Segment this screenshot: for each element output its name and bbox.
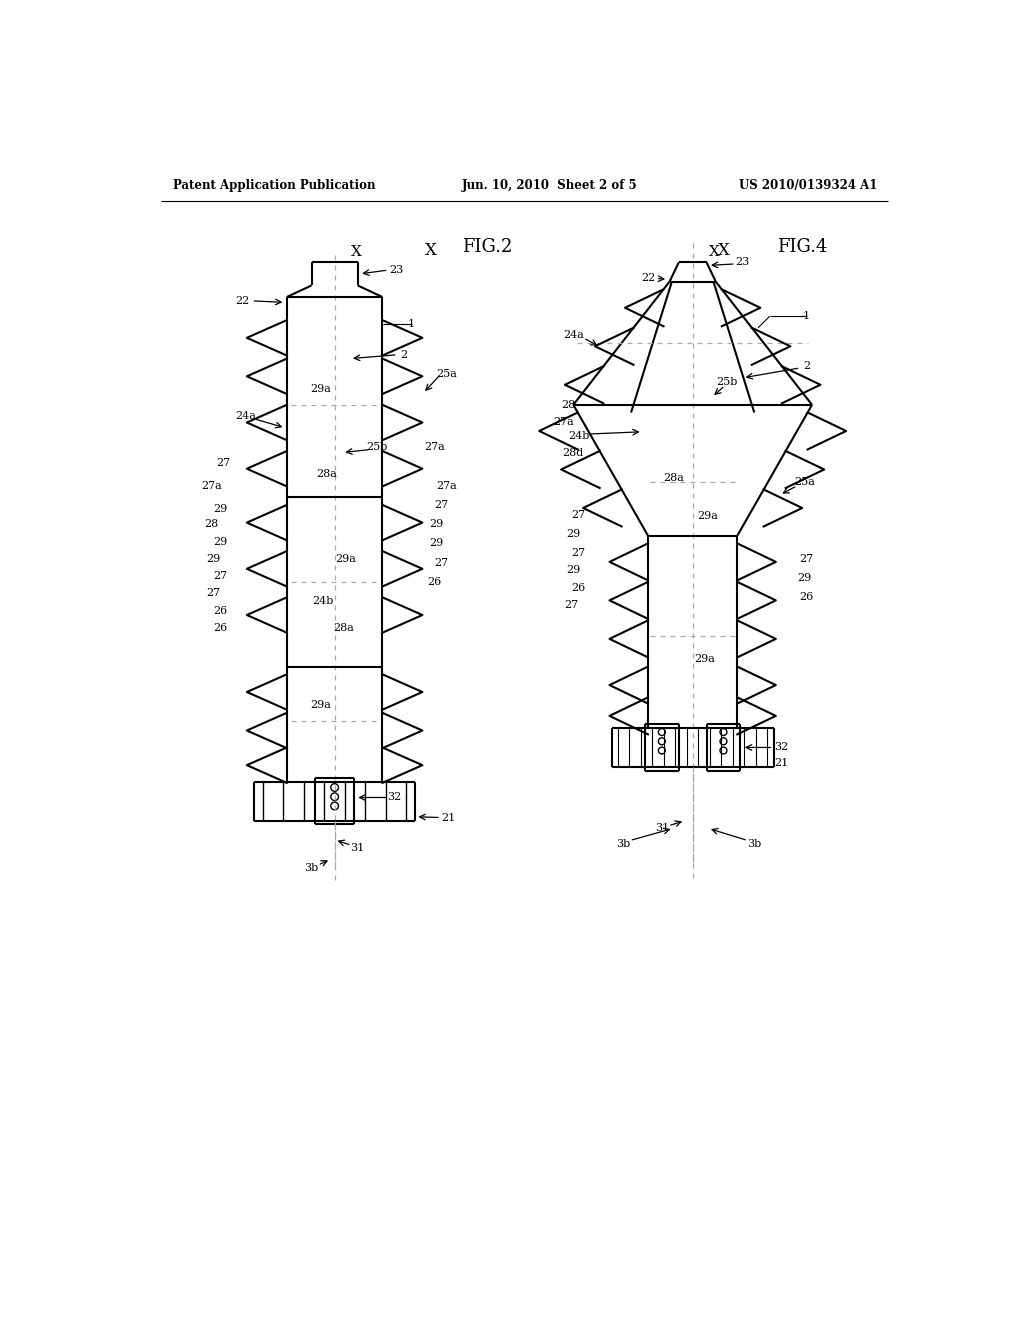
Text: 29: 29 <box>214 537 227 546</box>
Text: 23: 23 <box>735 257 750 268</box>
Text: 1: 1 <box>803 312 810 321</box>
Text: X: X <box>351 246 361 259</box>
Text: 27: 27 <box>800 554 814 564</box>
Text: Jun. 10, 2010  Sheet 2 of 5: Jun. 10, 2010 Sheet 2 of 5 <box>462 178 637 191</box>
Text: 25a: 25a <box>794 477 815 487</box>
Text: 26: 26 <box>571 583 586 593</box>
Text: 29: 29 <box>214 504 227 513</box>
Text: FIG.4: FIG.4 <box>777 238 827 256</box>
Text: 31: 31 <box>350 842 365 853</box>
Text: 3b: 3b <box>304 863 318 874</box>
Text: 28d: 28d <box>562 447 584 458</box>
Text: 29a: 29a <box>336 554 356 564</box>
Text: 29: 29 <box>429 539 443 548</box>
Text: 27: 27 <box>206 589 220 598</box>
Text: X: X <box>425 243 437 259</box>
Text: 28: 28 <box>204 519 218 529</box>
Text: X: X <box>718 243 729 259</box>
Text: 24b: 24b <box>568 430 590 441</box>
Text: 22: 22 <box>236 296 249 306</box>
Text: 27: 27 <box>434 500 447 510</box>
Text: US 2010/0139324 A1: US 2010/0139324 A1 <box>739 178 878 191</box>
Text: 29: 29 <box>566 565 581 576</box>
Text: 26: 26 <box>214 623 227 634</box>
Text: 24a: 24a <box>563 330 584 341</box>
Text: 27a: 27a <box>553 417 573 426</box>
Text: 29a: 29a <box>697 511 719 521</box>
Text: 31: 31 <box>654 824 669 833</box>
Text: 21: 21 <box>774 758 788 768</box>
Text: 28a: 28a <box>334 623 354 634</box>
Text: Patent Application Publication: Patent Application Publication <box>173 178 376 191</box>
Text: 29: 29 <box>566 529 581 539</box>
Text: 29a: 29a <box>310 384 331 395</box>
Text: 2: 2 <box>803 362 810 371</box>
Text: 29: 29 <box>206 554 220 564</box>
Text: 29: 29 <box>429 519 443 529</box>
Text: 26: 26 <box>214 606 227 616</box>
Text: 29a: 29a <box>310 700 331 710</box>
Text: X: X <box>709 246 720 259</box>
Text: 27: 27 <box>564 601 579 610</box>
Text: 24a: 24a <box>236 412 256 421</box>
Text: 29: 29 <box>798 573 811 583</box>
Text: 26: 26 <box>800 593 814 602</box>
Text: 27: 27 <box>434 557 447 568</box>
Text: 28a: 28a <box>663 473 684 483</box>
Text: 3b: 3b <box>616 838 631 849</box>
Text: 32: 32 <box>774 742 788 752</box>
Text: 28a: 28a <box>316 469 337 479</box>
Text: 2: 2 <box>400 350 408 360</box>
Text: 29a: 29a <box>694 653 715 664</box>
Text: 21: 21 <box>441 813 456 824</box>
Text: 27: 27 <box>571 548 586 557</box>
Text: 27a: 27a <box>424 442 445 453</box>
Text: 23: 23 <box>389 265 403 275</box>
Text: 24b: 24b <box>312 597 334 606</box>
Text: 27a: 27a <box>201 480 222 491</box>
Text: 25a: 25a <box>436 370 457 379</box>
Text: 25b: 25b <box>717 376 738 387</box>
Text: 27: 27 <box>214 570 227 581</box>
Text: 27: 27 <box>571 510 586 520</box>
Text: 3b: 3b <box>748 838 762 849</box>
Text: 27a: 27a <box>436 480 457 491</box>
Text: 32: 32 <box>387 792 401 803</box>
Text: 27: 27 <box>216 458 230 467</box>
Text: 1: 1 <box>408 319 415 329</box>
Text: 26: 26 <box>428 577 441 587</box>
Text: 28: 28 <box>561 400 575 409</box>
Text: 25b: 25b <box>367 442 388 453</box>
Text: 22: 22 <box>641 273 655 282</box>
Text: FIG.2: FIG.2 <box>462 238 512 256</box>
